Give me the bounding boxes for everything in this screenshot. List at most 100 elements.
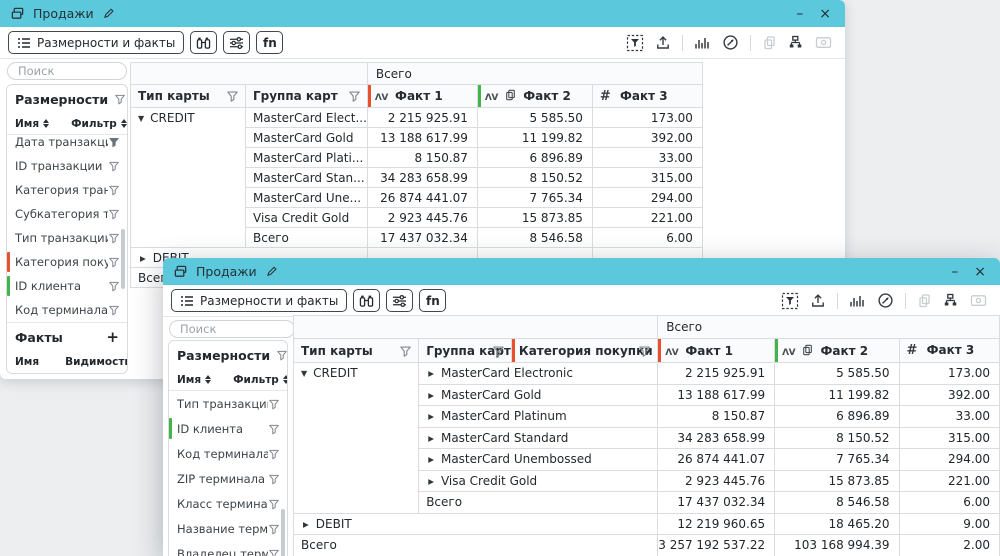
hierarchy-icon[interactable]: [788, 35, 804, 51]
sidebar-item[interactable]: ID клиента: [169, 416, 287, 441]
bar-chart-icon[interactable]: [849, 293, 866, 308]
funnel-icon[interactable]: [108, 256, 120, 268]
sidebar-item[interactable]: Категория транза...: [7, 178, 127, 202]
sidebar-item[interactable]: Тип транзакции: [169, 391, 287, 416]
expand-open-icon[interactable]: ▼: [301, 369, 308, 378]
expand-closed-icon[interactable]: ▶: [303, 519, 309, 529]
sidebar-item[interactable]: Название термин...: [169, 516, 287, 541]
cascade-windows-icon[interactable]: [10, 6, 25, 21]
compass-icon[interactable]: [722, 34, 739, 51]
funnel-icon[interactable]: [399, 344, 412, 357]
funnel-icon[interactable]: [268, 548, 280, 556]
settings-sliders-button[interactable]: [386, 289, 414, 312]
close-button[interactable]: ×: [819, 5, 831, 22]
col-header-fact1[interactable]: ΛV Факт 1: [366, 84, 478, 108]
scrollbar-thumb[interactable]: [121, 229, 125, 289]
funnel-active-icon[interactable]: [108, 136, 120, 148]
col-header-fact1[interactable]: ΛV Факт 1: [657, 338, 776, 363]
sort-icon[interactable]: [205, 374, 212, 385]
sort-icon[interactable]: [120, 118, 127, 129]
sidebar-item[interactable]: Владелец термин...: [169, 541, 287, 556]
funnel-icon[interactable]: [108, 304, 120, 316]
col-header-fact3[interactable]: # Факт 3: [591, 84, 703, 108]
funnel-icon[interactable]: [108, 184, 120, 196]
funnel-icon[interactable]: [268, 473, 280, 485]
sidebar-item[interactable]: Дата транзакции ...: [7, 130, 127, 154]
expand-closed-icon[interactable]: ▶: [428, 390, 434, 400]
sidebar-item[interactable]: Категория покупки: [7, 250, 127, 274]
sidebar-item[interactable]: ID транзакции: [7, 154, 127, 178]
funnel-icon[interactable]: [226, 90, 239, 103]
sidebar-item[interactable]: Класс терминала: [169, 491, 287, 516]
sidebar-item[interactable]: ZIP терминала: [169, 466, 287, 491]
col-header-card-type[interactable]: Тип карты: [292, 338, 420, 363]
expand-closed-icon[interactable]: ▶: [140, 253, 146, 263]
funnel-icon[interactable]: [268, 423, 280, 435]
add-fact-button[interactable]: +: [106, 327, 119, 346]
scrollbar-thumb[interactable]: [281, 509, 285, 556]
funnel-icon[interactable]: [276, 349, 287, 361]
expand-closed-icon[interactable]: ▶: [428, 433, 434, 443]
dimensions-facts-button[interactable]: Размерности и факты: [171, 289, 348, 312]
group-header-total: Всего: [366, 62, 703, 85]
expand-closed-icon[interactable]: ▶: [428, 369, 434, 379]
col-header-card-group[interactable]: Группа карт: [245, 84, 368, 108]
expand-open-icon[interactable]: ▼: [138, 114, 145, 123]
sidebar-item[interactable]: ID клиента: [7, 274, 127, 298]
sliders-icon: [393, 294, 407, 307]
col-header-purchase-category[interactable]: Категория покупки: [510, 338, 659, 363]
hierarchy-icon[interactable]: [943, 293, 959, 309]
watch-eye-icon[interactable]: [970, 293, 987, 308]
funnel-icon[interactable]: [114, 93, 126, 105]
funnel-icon[interactable]: [108, 280, 120, 292]
col-header-card-group[interactable]: Группа карт: [418, 338, 512, 363]
edit-title-pencil-icon[interactable]: [102, 7, 115, 20]
export-icon[interactable]: [655, 35, 671, 51]
sidebar-item[interactable]: Код терминала: [169, 441, 287, 466]
edit-title-pencil-icon[interactable]: [265, 265, 278, 278]
funnel-icon[interactable]: [348, 90, 361, 103]
funnel-icon[interactable]: [638, 344, 651, 357]
col-header-card-type[interactable]: Тип карты: [130, 84, 246, 108]
copy-pages-icon[interactable]: [762, 35, 777, 51]
sidebar-item[interactable]: Код терминала: [7, 298, 127, 322]
close-button[interactable]: ×: [974, 263, 986, 280]
expand-closed-icon[interactable]: ▶: [428, 412, 434, 422]
minimize-button[interactable]: –: [951, 263, 959, 280]
funnel-icon[interactable]: [108, 208, 120, 220]
bar-chart-icon[interactable]: [694, 35, 711, 50]
filter-zone-icon[interactable]: [626, 34, 644, 52]
formula-fn-button[interactable]: fn: [256, 31, 284, 54]
watch-eye-icon[interactable]: [815, 35, 832, 50]
filter-zone-icon[interactable]: [781, 292, 799, 310]
funnel-icon[interactable]: [108, 160, 120, 172]
copy-pages-icon[interactable]: [917, 293, 932, 309]
col-header-fact2[interactable]: ΛV Факт 2: [774, 338, 900, 363]
funnel-icon[interactable]: [268, 498, 280, 510]
cascade-windows-icon[interactable]: [173, 264, 188, 279]
expand-closed-icon[interactable]: ▶: [428, 455, 434, 465]
sidebar-item[interactable]: Субкатегория тра...: [7, 202, 127, 226]
funnel-icon[interactable]: [268, 448, 280, 460]
col-header-fact3[interactable]: # Факт 3: [898, 338, 1000, 363]
find-binoculars-button[interactable]: [190, 31, 218, 54]
sidebar-item[interactable]: Тип транзакции: [7, 226, 127, 250]
funnel-icon[interactable]: [268, 398, 280, 410]
funnel-icon[interactable]: [492, 344, 505, 357]
search-input[interactable]: [7, 62, 127, 80]
dimensions-facts-button[interactable]: Размерности и факты: [8, 31, 185, 54]
export-icon[interactable]: [810, 293, 826, 309]
minimize-button[interactable]: –: [796, 5, 804, 22]
sort-icon[interactable]: [282, 374, 287, 385]
find-binoculars-button[interactable]: [353, 289, 381, 312]
compass-icon[interactable]: [877, 292, 894, 309]
funnel-icon[interactable]: [268, 523, 280, 535]
expand-closed-icon[interactable]: ▶: [428, 476, 434, 486]
formula-fn-button[interactable]: fn: [419, 289, 447, 312]
col-header-fact2[interactable]: ΛV Факт 2: [476, 84, 593, 108]
green-accent-bar: [169, 418, 172, 439]
sort-icon[interactable]: [43, 118, 50, 129]
search-input[interactable]: [169, 320, 295, 338]
funnel-icon[interactable]: [108, 232, 120, 244]
settings-sliders-button[interactable]: [223, 31, 251, 54]
